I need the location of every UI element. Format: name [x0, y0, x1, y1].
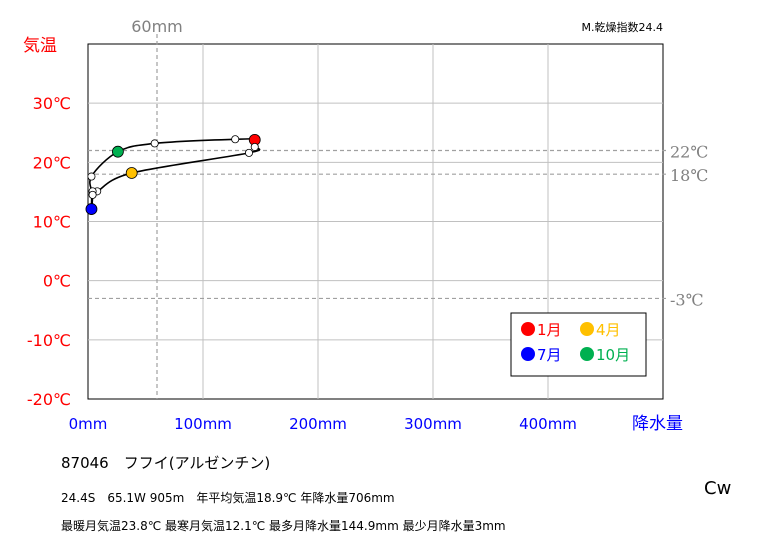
legend-label: 7月: [537, 346, 562, 364]
x-tick-label: 100mm: [174, 415, 232, 433]
monthly-points: [85, 133, 261, 215]
reference-label-precipitation: 60mm: [131, 17, 183, 36]
month-point-2: [250, 142, 259, 151]
legend-marker: [580, 322, 594, 336]
station-title: 87046 フフイ(アルゼンチン): [61, 454, 271, 472]
climate-classification: Cw: [704, 478, 732, 499]
x-tick-label: 0mm: [69, 415, 108, 433]
month-point-11: [150, 139, 159, 148]
month-point-7-highlighted: [85, 203, 98, 215]
x-axis-title: 降水量: [632, 414, 683, 434]
y-tick-label: -10℃: [27, 331, 71, 350]
month-point-10-highlighted: [112, 145, 124, 158]
month-point-3: [244, 148, 253, 157]
reference-lines: 60mm 22℃ 18℃ -3℃: [88, 17, 708, 399]
x-tick-label: 200mm: [289, 415, 347, 433]
y-axis-title: 気温: [23, 36, 57, 56]
month-point-9: [87, 172, 96, 181]
legend-box: [510, 312, 647, 377]
reference-label-temperature: 18℃: [670, 166, 708, 185]
legend-label: 1月: [537, 321, 562, 339]
legend-label: 10月: [596, 346, 630, 364]
month-point-12: [231, 135, 240, 144]
grid-lines: [88, 44, 663, 399]
legend-label: 4月: [596, 321, 621, 339]
x-tick-labels: 0mm 100mm 200mm 300mm 400mm: [69, 415, 577, 433]
y-tick-label: 10℃: [33, 213, 71, 232]
month-point-8: [88, 190, 97, 199]
legend-marker: [521, 347, 535, 361]
legend-marker: [580, 347, 594, 361]
station-summary-line-2: 最暖月気温23.8℃ 最寒月気温12.1℃ 最多月降水量144.9mm 最少月降…: [61, 519, 506, 533]
x-tick-label: 400mm: [519, 415, 577, 433]
y-tick-labels: 30℃ 20℃ 10℃ 0℃ -10℃ -20℃: [27, 94, 71, 409]
month-point-4-highlighted: [125, 167, 138, 179]
legend-marker: [521, 322, 535, 336]
reference-label-temperature: -3℃: [670, 290, 703, 309]
station-summary-line-1: 24.4S 65.1W 905m 年平均気温18.9℃ 年降水量706mm: [61, 491, 395, 505]
y-tick-label: -20℃: [27, 390, 71, 409]
y-tick-label: 0℃: [43, 272, 71, 291]
y-tick-label: 30℃: [33, 94, 71, 113]
y-tick-label: 20℃: [33, 153, 71, 172]
reference-label-temperature: 22℃: [670, 143, 708, 162]
aridity-index-label: M.乾燥指数24.4: [582, 20, 663, 34]
legend: 1月 4月 7月 10月: [510, 312, 647, 377]
x-tick-label: 300mm: [404, 415, 462, 433]
